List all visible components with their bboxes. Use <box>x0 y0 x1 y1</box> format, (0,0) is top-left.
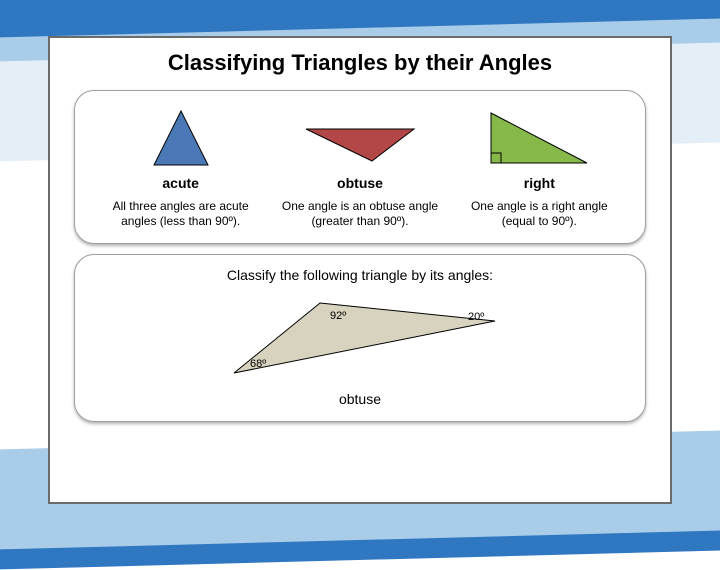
acute-triangle-svg <box>146 107 216 169</box>
angle-label-right: 20º <box>468 311 484 323</box>
right-triangle-cell <box>450 107 629 169</box>
acute-description: All three angles are acute angles (less … <box>91 191 270 229</box>
obtuse-description: One angle is an obtuse angle (greater th… <box>270 191 449 229</box>
right-triangle-svg <box>483 107 595 169</box>
right-label: right <box>450 169 629 191</box>
obtuse-triangle-svg <box>300 119 420 169</box>
slide-title: Classifying Triangles by their Angles <box>50 38 670 84</box>
question-figure: 92º 20º 68º <box>91 289 629 385</box>
acute-label: acute <box>91 169 270 191</box>
acute-triangle-cell <box>91 107 270 169</box>
right-triangle-shape <box>491 113 587 163</box>
right-description: One angle is a right angle (equal to 90º… <box>450 191 629 229</box>
definitions-panel: acute obtuse right All three angles are … <box>74 90 646 244</box>
obtuse-triangle-shape <box>306 129 414 161</box>
triangle-label-row: acute obtuse right <box>91 169 629 191</box>
question-panel: Classify the following triangle by its a… <box>74 254 646 422</box>
acute-triangle-shape <box>154 111 208 165</box>
slide-frame: Classifying Triangles by their Angles <box>48 36 672 504</box>
obtuse-triangle-cell <box>270 119 449 169</box>
question-answer: obtuse <box>91 385 629 407</box>
question-prompt: Classify the following triangle by its a… <box>91 267 629 289</box>
triangle-description-row: All three angles are acute angles (less … <box>91 191 629 229</box>
question-triangle-shape <box>234 303 495 373</box>
angle-label-bottom: 68º <box>250 358 266 370</box>
angle-label-top: 92º <box>330 310 346 322</box>
question-triangle-svg: 92º 20º 68º <box>190 289 530 385</box>
triangle-illustration-row <box>91 103 629 169</box>
obtuse-label: obtuse <box>270 169 449 191</box>
